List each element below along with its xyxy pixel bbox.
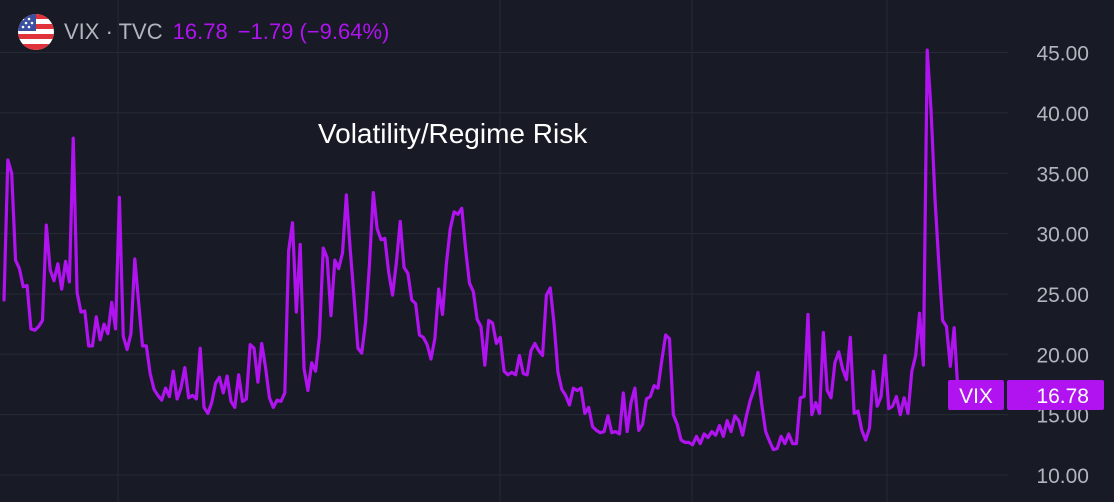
us-flag-icon: [18, 14, 54, 50]
y-axis: 45.00 40.00 35.00 30.00 25.00 20.00 15.00 10.00: [1036, 43, 1089, 488]
price-change: −1.79 (−9.64%): [237, 19, 390, 44]
y-tick-label: 15.00: [1036, 405, 1089, 428]
series-line: [2, 48, 960, 452]
last-value-name: VIX: [959, 385, 993, 408]
y-tick-label: 35.00: [1036, 163, 1089, 186]
last-value: 16.78: [1036, 385, 1089, 408]
grid: [0, 0, 1008, 502]
last-value-label: VIX 16.78: [948, 380, 1104, 410]
symbol-name: VIX · TVC: [64, 19, 163, 44]
y-tick-label: 40.00: [1036, 103, 1089, 126]
y-tick-label: 20.00: [1036, 344, 1089, 367]
last-value-box: [1007, 380, 1104, 410]
last-value-name-box: [948, 380, 1004, 410]
y-tick-label: 10.00: [1036, 465, 1089, 488]
last-price: 16.78: [172, 19, 228, 44]
symbol-header[interactable]: VIX · TVC 16.78 −1.79 (−9.64%): [18, 14, 389, 50]
y-tick-label: 45.00: [1036, 43, 1089, 66]
y-tick-label: 30.00: [1036, 224, 1089, 247]
chart-title: Volatility/Regime Risk: [318, 118, 588, 149]
y-tick-label: 25.00: [1036, 284, 1089, 307]
